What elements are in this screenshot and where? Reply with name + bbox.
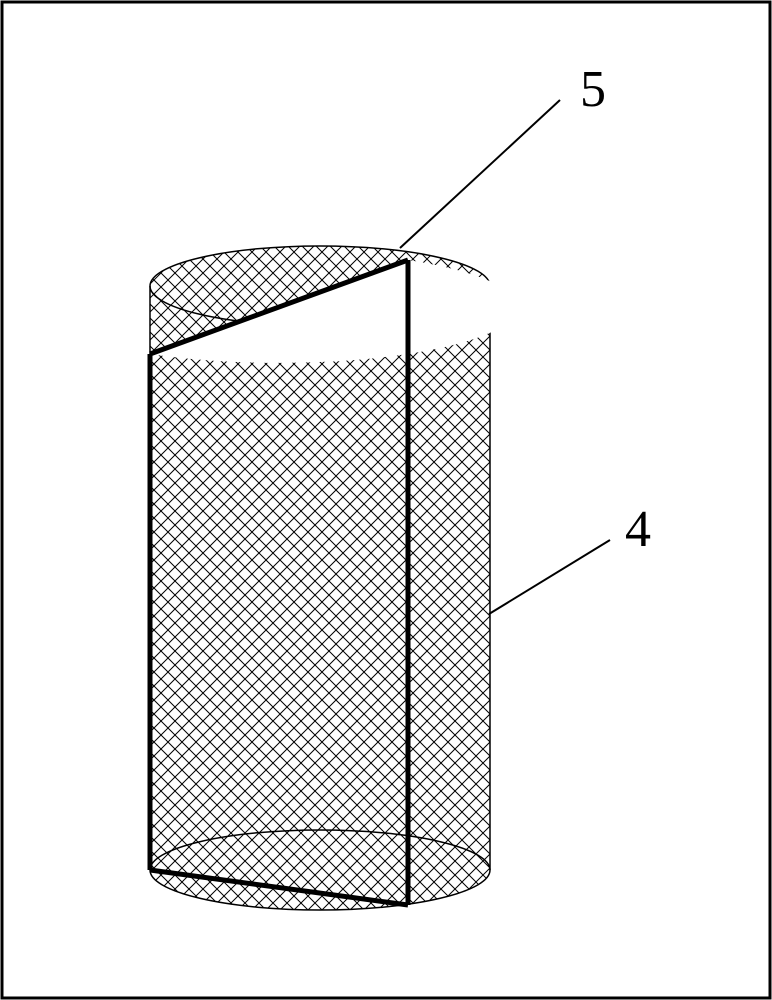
engineering-diagram <box>0 0 772 1000</box>
leader-5 <box>400 100 560 248</box>
label-4: 4 <box>625 500 651 559</box>
leader-4 <box>489 540 610 614</box>
label-5: 5 <box>580 60 606 119</box>
